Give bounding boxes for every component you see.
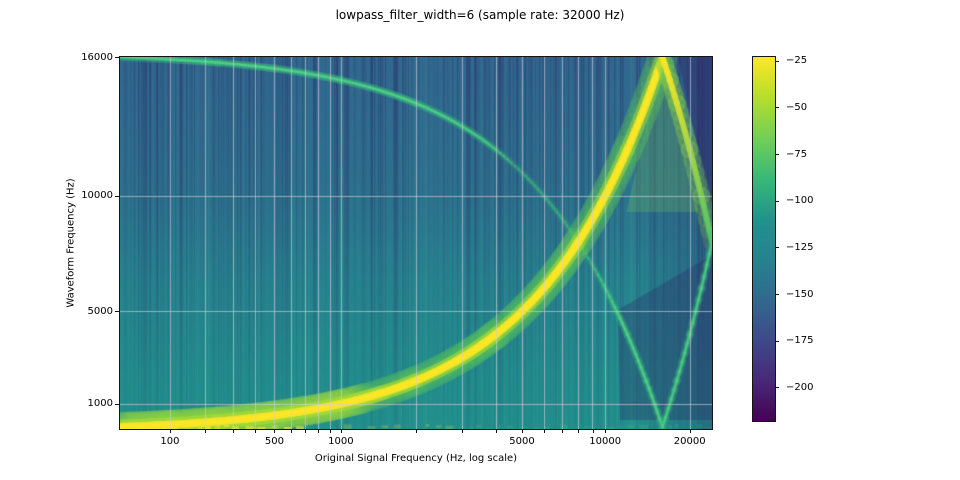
y-tick-label: 1000 bbox=[87, 398, 113, 410]
x-tick-label: 1000 bbox=[328, 436, 354, 447]
x-tick-mark bbox=[255, 429, 257, 433]
x-tick-mark bbox=[274, 429, 276, 433]
colorbar-tick-mark bbox=[775, 200, 779, 202]
colorbar-tick-label: −50 bbox=[786, 101, 808, 113]
y-tick-mark bbox=[115, 57, 119, 58]
colorbar-gradient bbox=[753, 57, 775, 421]
spectrogram-heatmap bbox=[120, 57, 712, 429]
x-tick-mark bbox=[592, 429, 594, 433]
colorbar-tick-label: −175 bbox=[786, 335, 814, 347]
x-tick-mark bbox=[305, 429, 307, 433]
x-tick-mark bbox=[415, 429, 417, 433]
colorbar-tick-label: −25 bbox=[786, 55, 808, 67]
x-tick-mark bbox=[205, 429, 207, 433]
colorbar bbox=[752, 56, 776, 422]
colorbar-tick-mark bbox=[775, 387, 779, 389]
x-tick-mark bbox=[543, 429, 545, 433]
x-tick-mark bbox=[605, 429, 607, 433]
y-tick-mark bbox=[115, 403, 119, 405]
x-tick-mark bbox=[689, 429, 691, 433]
y-tick-label: 10000 bbox=[81, 190, 113, 202]
plot-area bbox=[119, 56, 713, 430]
y-tick-label: 16000 bbox=[81, 51, 113, 63]
colorbar-tick-label: −200 bbox=[786, 381, 814, 393]
colorbar-tick-mark bbox=[775, 247, 779, 249]
x-tick-mark bbox=[578, 429, 580, 433]
y-axis-label: Waveform Frequency (Hz) bbox=[65, 178, 77, 308]
colorbar-tick-mark bbox=[775, 154, 779, 156]
x-tick-mark bbox=[562, 429, 564, 433]
x-tick-label: 100 bbox=[160, 436, 180, 447]
x-tick-label: 500 bbox=[264, 436, 284, 447]
x-tick-mark bbox=[232, 429, 234, 433]
x-tick-mark bbox=[462, 429, 463, 433]
y-tick-mark bbox=[115, 311, 119, 313]
x-tick-mark bbox=[340, 429, 342, 433]
x-tick-mark bbox=[318, 429, 320, 433]
colorbar-tick-mark bbox=[775, 340, 779, 342]
x-tick-mark bbox=[330, 429, 332, 433]
x-tick-mark bbox=[169, 429, 171, 433]
colorbar-tick-label: −150 bbox=[786, 288, 814, 300]
y-tick-mark bbox=[115, 195, 119, 197]
colorbar-tick-mark bbox=[775, 107, 779, 109]
colorbar-tick-label: −75 bbox=[786, 148, 808, 160]
x-tick-label: 10000 bbox=[589, 436, 622, 447]
x-tick-mark bbox=[495, 429, 497, 433]
colorbar-tick-label: −125 bbox=[786, 241, 814, 253]
x-tick-label: 20000 bbox=[673, 436, 706, 447]
x-tick-label: 5000 bbox=[509, 436, 535, 447]
colorbar-tick-mark bbox=[775, 60, 779, 62]
x-axis-label: Original Signal Frequency (Hz, log scale… bbox=[314, 453, 518, 464]
x-tick-mark bbox=[290, 429, 292, 433]
colorbar-tick-mark bbox=[775, 294, 779, 296]
colorbar-tick-label: −100 bbox=[786, 195, 814, 207]
x-tick-mark bbox=[522, 429, 523, 433]
y-tick-label: 5000 bbox=[87, 305, 113, 317]
chart-title: lowpass_filter_width=6 (sample rate: 320… bbox=[335, 8, 625, 22]
